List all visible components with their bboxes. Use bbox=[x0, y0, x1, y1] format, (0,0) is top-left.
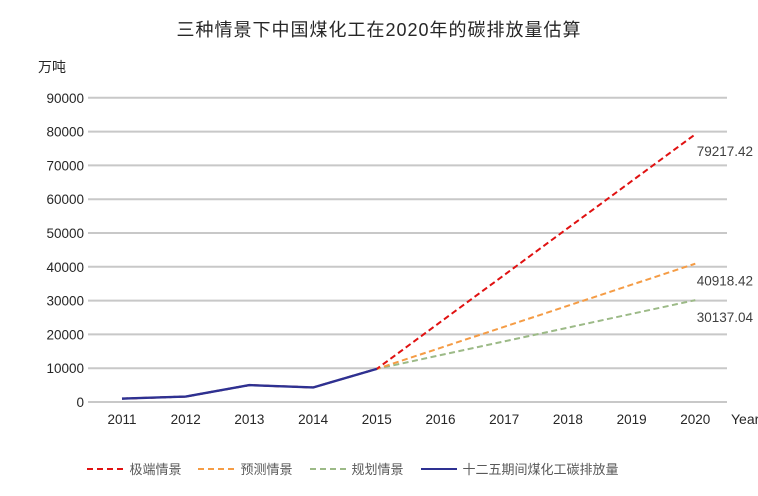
legend-item-extreme: 极端情景 bbox=[87, 459, 181, 478]
x-tick-label-2020: 2020 bbox=[680, 412, 710, 427]
data-label-planning: 30137.04 bbox=[697, 310, 754, 325]
x-tick-label-2015: 2015 bbox=[362, 412, 392, 427]
legend-item-forecast: 预测情景 bbox=[198, 459, 293, 478]
series-line-planning bbox=[121, 299, 696, 400]
data-label-forecast: 40918.42 bbox=[697, 274, 753, 289]
legend-item-historical: 十二五期间煤化工碳排放量 bbox=[420, 459, 619, 478]
series-line-forecast bbox=[121, 262, 696, 400]
x-tick-label-2019: 2019 bbox=[617, 412, 647, 427]
legend-label-extreme: 极端情景 bbox=[129, 462, 182, 477]
legend-label-planning: 规划情景 bbox=[351, 462, 404, 477]
x-tick-label-2013: 2013 bbox=[234, 412, 264, 427]
y-tick-label-80000: 80000 bbox=[46, 125, 84, 140]
y-axis-title: 万吨 bbox=[38, 59, 66, 75]
data-label-extreme: 79217.42 bbox=[697, 144, 753, 159]
y-tick-label-50000: 50000 bbox=[46, 226, 84, 241]
x-tick-label-2017: 2017 bbox=[489, 412, 519, 427]
x-tick-label-2011: 2011 bbox=[107, 412, 136, 427]
legend: 极端情景 预测情景 规划情景 十二五期间煤化工碳排放量 bbox=[0, 459, 732, 478]
y-tick-label-90000: 90000 bbox=[46, 91, 84, 106]
x-tick-label-2016: 2016 bbox=[425, 412, 455, 427]
x-tick-label-2018: 2018 bbox=[553, 412, 583, 427]
y-tick-label-60000: 60000 bbox=[46, 192, 84, 207]
legend-swatch-planning-icon bbox=[309, 467, 346, 470]
legend-label-forecast: 预测情景 bbox=[240, 462, 293, 477]
y-tick-label-30000: 30000 bbox=[46, 294, 84, 309]
legend-swatch-historical-icon bbox=[420, 467, 457, 470]
y-tick-label-10000: 10000 bbox=[46, 361, 84, 376]
y-tick-label-0: 0 bbox=[76, 395, 84, 410]
x-tick-label-2012: 2012 bbox=[171, 412, 201, 427]
legend-swatch-extreme-icon bbox=[87, 467, 124, 470]
legend-label-historical: 十二五期间煤化工碳排放量 bbox=[462, 462, 619, 477]
y-tick-label-70000: 70000 bbox=[46, 158, 84, 173]
series-line-historical bbox=[121, 367, 378, 400]
legend-item-planning: 规划情景 bbox=[309, 459, 404, 478]
y-tick-label-40000: 40000 bbox=[46, 260, 84, 275]
legend-swatch-forecast-icon bbox=[198, 467, 235, 470]
y-tick-label-20000: 20000 bbox=[46, 327, 84, 342]
x-tick-label-2014: 2014 bbox=[298, 412, 329, 427]
chart-title: 三种情景下中国煤化工在2020年的碳排放量估算 bbox=[176, 20, 582, 40]
x-axis-title: Year bbox=[731, 411, 758, 427]
